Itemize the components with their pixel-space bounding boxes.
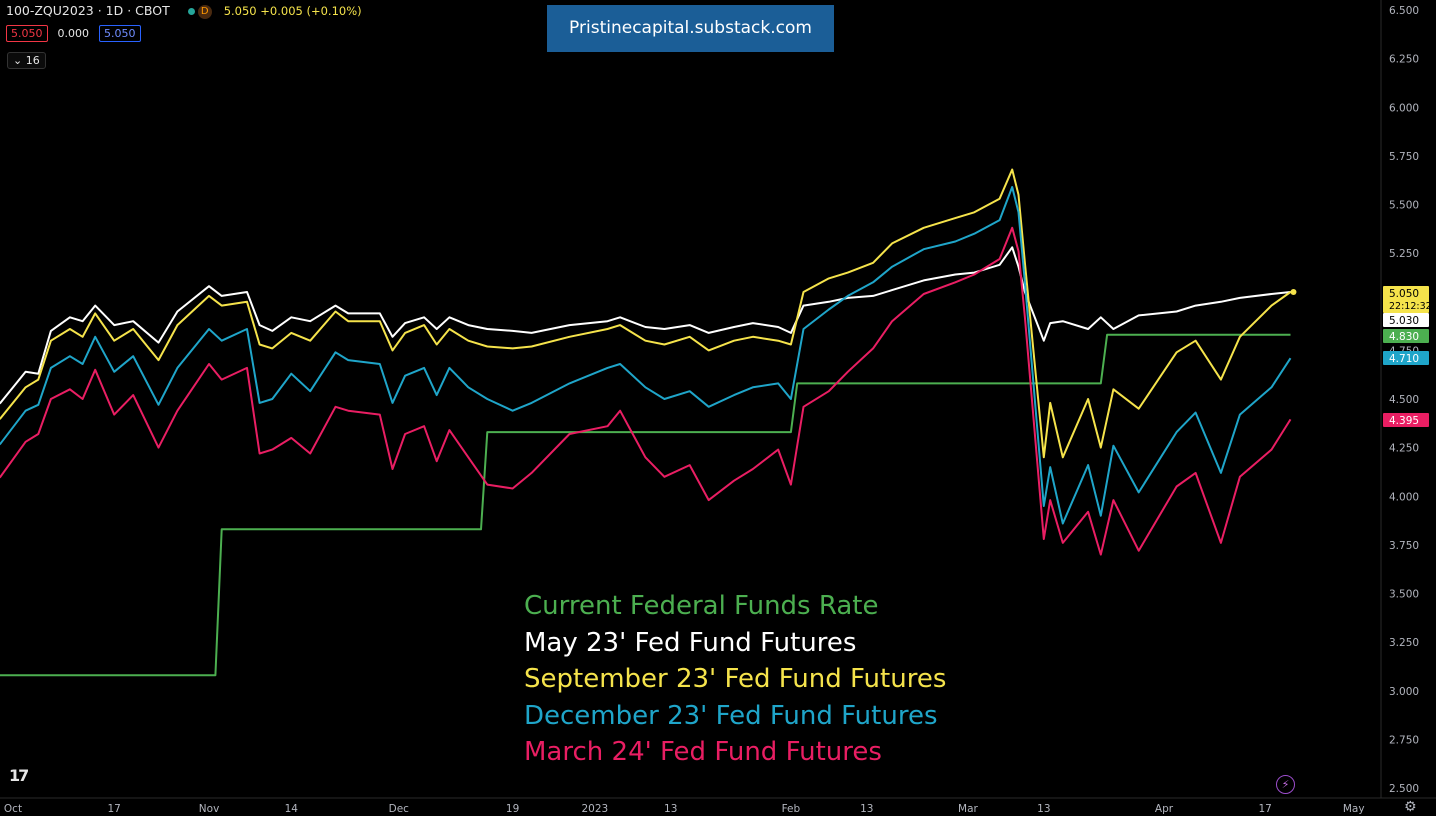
y-tick-label: 5.250 — [1389, 248, 1419, 260]
x-tick-label: Feb — [782, 803, 801, 815]
x-tick-label: Dec — [389, 803, 410, 815]
price-label: 5.050 — [1389, 288, 1419, 300]
x-tick-label: 13 — [664, 803, 677, 815]
last-price-change: 5.050 +0.005 (+0.10%) — [223, 4, 362, 18]
legend-item-fed-funds: Current Federal Funds Rate — [524, 591, 879, 621]
y-tick-label: 2.500 — [1389, 783, 1419, 795]
y-tick-label: 3.250 — [1389, 637, 1419, 649]
y-tick-label: 3.500 — [1389, 589, 1419, 601]
series-line-3 — [0, 186, 1292, 525]
x-tick-label: 17 — [107, 803, 120, 815]
y-tick-label: 3.000 — [1389, 686, 1419, 698]
x-tick-label: Oct — [4, 803, 22, 815]
banner-text: Pristinecapital.substack.com — [569, 18, 812, 38]
x-tick-label: 19 — [506, 803, 519, 815]
x-tick-label: 14 — [285, 803, 299, 815]
tradingview-logo-icon[interactable]: 17 — [9, 766, 29, 785]
y-tick-label: 4.000 — [1389, 491, 1419, 503]
series-line-2 — [0, 168, 1292, 459]
legend: Current Federal Funds Rate May 23' Fed F… — [524, 588, 946, 771]
price-label: 4.830 — [1389, 331, 1419, 343]
series-line-1 — [0, 246, 1291, 405]
indicator-row: 5.050 0.000 5.050 — [6, 25, 147, 42]
price-label-countdown: 22:12:32 — [1389, 301, 1432, 312]
legend-item-sep23: September 23' Fed Fund Futures — [524, 664, 947, 694]
x-tick-label: 2023 — [581, 803, 608, 815]
x-tick-label: Apr — [1155, 803, 1174, 815]
price-label: 4.710 — [1389, 353, 1419, 365]
sell-price-box[interactable]: 5.050 — [6, 25, 48, 42]
series-line-4 — [0, 226, 1292, 556]
x-tick-label: 17 — [1258, 803, 1271, 815]
collapse-indicators-button[interactable]: ⌄ 16 — [7, 52, 46, 69]
buy-price-box[interactable]: 5.050 — [99, 25, 141, 42]
price-label: 4.395 — [1389, 415, 1419, 427]
price-label-bg — [1383, 286, 1429, 313]
y-tick-label: 5.750 — [1389, 151, 1419, 163]
y-tick-label: 5.500 — [1389, 200, 1419, 212]
y-tick-label: 4.500 — [1389, 394, 1419, 406]
series-line-0 — [0, 333, 1291, 677]
x-tick-label: 13 — [860, 803, 873, 815]
price-label: 5.030 — [1389, 315, 1419, 327]
y-tick-label: 3.750 — [1389, 540, 1419, 552]
d-badge[interactable]: D — [197, 4, 212, 19]
price-label-bg — [1383, 351, 1429, 365]
last-price-dot — [1290, 289, 1297, 296]
symbol-header[interactable]: 100-ZQU2023 · 1D · CBOT D 5.050 +0.005 (… — [6, 3, 362, 19]
y-tick-label: 6.500 — [1389, 5, 1419, 17]
x-tick-label: 13 — [1037, 803, 1050, 815]
legend-item-may23: May 23' Fed Fund Futures — [524, 627, 857, 658]
price-label-bg — [1383, 329, 1429, 343]
legend-item-dec23: December 23' Fed Fund Futures — [524, 700, 938, 731]
gear-icon[interactable]: ⚙ — [1404, 799, 1417, 815]
collapse-count: 16 — [25, 54, 40, 67]
price-label-bg — [1383, 313, 1429, 327]
y-tick-label: 2.750 — [1389, 734, 1419, 746]
watermark-banner: Pristinecapital.substack.com — [547, 5, 834, 52]
x-tick-label: May — [1343, 803, 1365, 815]
chevron-down-icon: ⌄ — [13, 54, 23, 67]
price-label-bg — [1383, 413, 1429, 427]
y-tick-label: 6.000 — [1389, 102, 1419, 114]
market-status-icon — [187, 7, 195, 15]
x-tick-label: Mar — [958, 803, 978, 815]
x-tick-label: Nov — [199, 803, 220, 815]
lightning-icon[interactable]: ⚡ — [1276, 775, 1295, 794]
symbol-title[interactable]: 100-ZQU2023 · 1D · CBOT — [6, 3, 170, 18]
y-tick-label: 4.250 — [1389, 443, 1419, 455]
legend-item-mar24: March 24' Fed Fund Futures — [524, 737, 882, 767]
spread-value: 0.000 — [57, 27, 90, 40]
y-tick-label: 6.250 — [1389, 54, 1419, 66]
